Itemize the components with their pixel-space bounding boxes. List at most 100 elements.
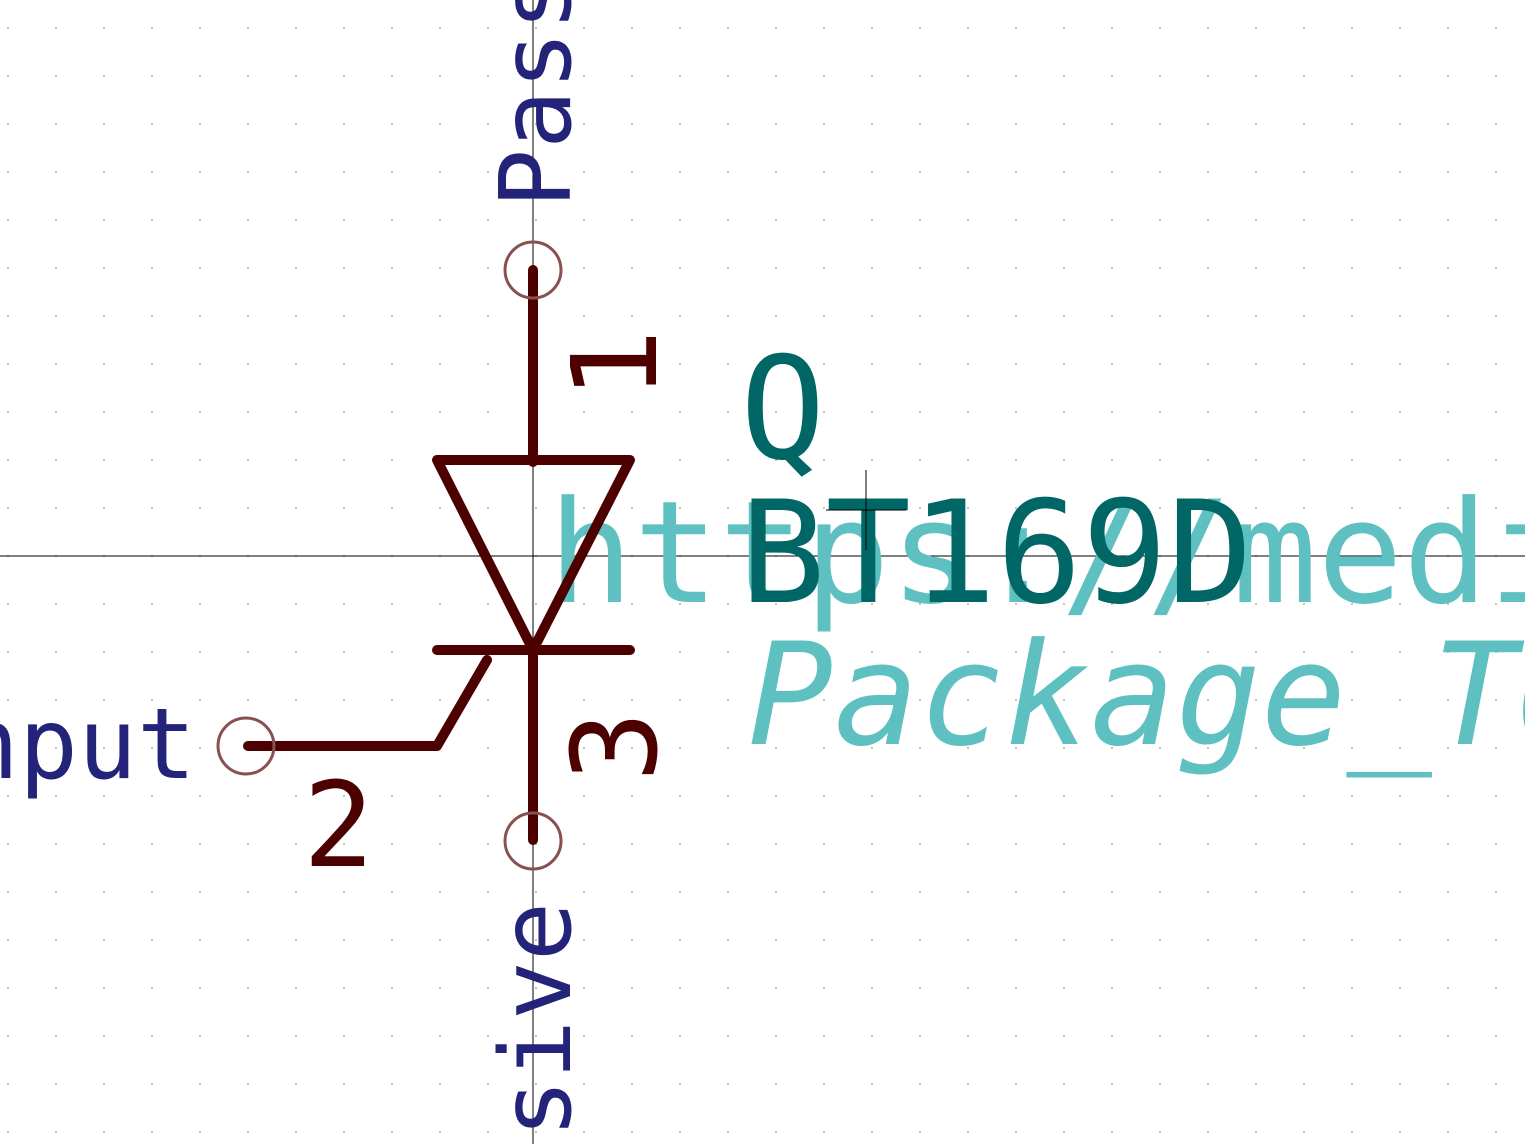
grid-dot — [1351, 699, 1353, 701]
grid-dot — [919, 75, 921, 77]
grid-dot — [679, 651, 681, 653]
grid-dot — [631, 843, 633, 845]
grid-dot — [487, 891, 489, 893]
grid-dot — [247, 987, 249, 989]
grid-dot — [7, 507, 9, 509]
grid-dot — [1351, 171, 1353, 173]
grid-dot — [1447, 891, 1449, 893]
grid-dot — [151, 603, 153, 605]
grid-dot — [55, 939, 57, 941]
grid-dot — [391, 267, 393, 269]
grid-dot — [391, 75, 393, 77]
grid-dot — [247, 363, 249, 365]
grid-dot — [1015, 363, 1017, 365]
value-field[interactable]: BT169D — [740, 471, 1253, 636]
grid-dot — [967, 651, 969, 653]
grid-dot — [679, 219, 681, 221]
gate-pin-end[interactable] — [216, 716, 276, 776]
grid-dot — [1015, 747, 1017, 749]
grid-dot — [1111, 315, 1113, 317]
cathode-pin-end[interactable] — [503, 811, 563, 871]
anode-pin-end[interactable] — [503, 240, 563, 300]
grid-dot — [7, 363, 9, 365]
grid-dot — [1399, 603, 1401, 605]
grid-dot — [1447, 507, 1449, 509]
grid-dot — [631, 987, 633, 989]
grid-dot — [487, 699, 489, 701]
grid-dot — [1111, 891, 1113, 893]
grid-dot — [247, 315, 249, 317]
grid-dot — [247, 27, 249, 29]
grid-dot — [199, 651, 201, 653]
grid-dot — [1015, 1131, 1017, 1133]
grid-dot — [151, 987, 153, 989]
grid-dot — [871, 699, 873, 701]
grid-dot — [55, 267, 57, 269]
grid-dot — [535, 939, 537, 941]
grid-dot — [919, 795, 921, 797]
grid-dot — [199, 171, 201, 173]
grid-dot — [55, 699, 57, 701]
grid-dot — [967, 507, 969, 509]
grid-dot — [343, 891, 345, 893]
grid-dot — [391, 939, 393, 941]
grid-dot — [1063, 747, 1065, 749]
grid-dot — [199, 987, 201, 989]
grid-dot — [391, 123, 393, 125]
grid-dot — [1063, 987, 1065, 989]
grid-dot — [55, 603, 57, 605]
grid-dot — [631, 411, 633, 413]
grid-dot — [1159, 123, 1161, 125]
grid-dot — [919, 507, 921, 509]
grid-dot — [7, 939, 9, 941]
grid-dot — [871, 267, 873, 269]
grid-dot — [295, 699, 297, 701]
grid-dot — [631, 795, 633, 797]
grid-dot — [1015, 699, 1017, 701]
reference-field[interactable]: Q — [740, 327, 826, 492]
grid-dot — [391, 27, 393, 29]
grid-dot — [1207, 171, 1209, 173]
grid-dot — [1495, 507, 1497, 509]
grid-dot — [583, 1035, 585, 1037]
thyristor-symbol[interactable] — [243, 265, 635, 845]
grid-dot — [919, 315, 921, 317]
datasheet-field[interactable]: https://media — [548, 471, 1525, 636]
grid-dot — [1447, 171, 1449, 173]
grid-dot — [1111, 1035, 1113, 1037]
grid-dot — [199, 27, 201, 29]
grid-dot — [919, 1083, 921, 1085]
grid-dot — [1447, 795, 1449, 797]
grid-dot — [151, 123, 153, 125]
grid-dot — [7, 171, 9, 173]
grid-dot — [727, 699, 729, 701]
grid-dot — [151, 363, 153, 365]
grid-dot — [1399, 1035, 1401, 1037]
grid-dot — [439, 939, 441, 941]
grid-dot — [1255, 315, 1257, 317]
grid-dot — [151, 1035, 153, 1037]
grid-dot — [1303, 171, 1305, 173]
grid-dot — [1063, 603, 1065, 605]
grid-dot — [1063, 1131, 1065, 1133]
grid-dot — [583, 75, 585, 77]
grid-dot — [7, 315, 9, 317]
grid-dot — [535, 27, 537, 29]
grid-dot — [727, 603, 729, 605]
grid-dot — [391, 1131, 393, 1133]
grid-dot — [823, 315, 825, 317]
grid-dot — [631, 1083, 633, 1085]
grid-dot — [1351, 939, 1353, 941]
grid-dot — [1495, 843, 1497, 845]
grid-dot — [1063, 843, 1065, 845]
footprint-field[interactable]: Package_TO — [748, 613, 1525, 778]
grid-dot — [535, 987, 537, 989]
grid-dot — [775, 1131, 777, 1133]
grid-dot — [823, 267, 825, 269]
grid-dot — [199, 363, 201, 365]
grid-dot — [55, 795, 57, 797]
grid-dot — [1495, 171, 1497, 173]
diode-triangle — [432, 455, 635, 655]
grid-dot — [1495, 603, 1497, 605]
